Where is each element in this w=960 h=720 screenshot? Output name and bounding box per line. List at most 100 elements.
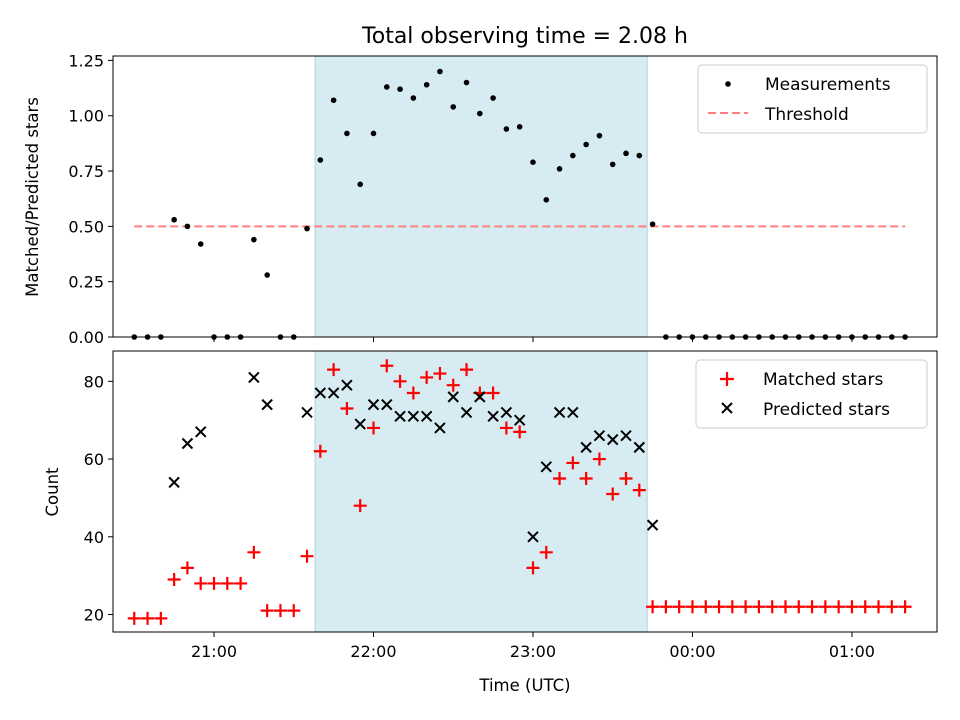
predicted-star-point — [474, 391, 486, 403]
legend-matched-label: Matched stars — [763, 370, 883, 390]
matched-star-point — [513, 425, 527, 439]
predicted-star-point — [593, 430, 606, 442]
matched-star-point — [220, 576, 234, 590]
count-x-ticks: 21:00 22:00 23:00 00:00 01:00 — [191, 632, 875, 661]
measurement-point — [570, 152, 576, 159]
matched-star-point — [725, 600, 739, 614]
legend-predicted-marker — [721, 402, 733, 414]
matched-star-point — [420, 370, 434, 384]
predicted-star-point — [195, 426, 207, 438]
measurement-point — [530, 159, 536, 166]
matched-star-point — [234, 576, 248, 590]
measurement-point — [251, 236, 257, 243]
predicted-star-point — [567, 406, 579, 419]
matched-star-point — [898, 600, 912, 614]
matched-star-point — [592, 452, 606, 466]
predicted-star-point — [301, 406, 313, 419]
y-tick-label: 1.00 — [68, 107, 104, 126]
count-y-axis-label: Count — [43, 467, 62, 517]
matched-star-point — [526, 561, 540, 575]
predicted-star-point — [540, 461, 552, 473]
measurement-point — [330, 97, 337, 104]
predicted-star-point — [434, 422, 446, 434]
y-tick-label: 0.50 — [68, 217, 104, 236]
matched-star-point — [739, 600, 753, 614]
matched-star-point — [818, 600, 832, 614]
legend-measurements-label: Measurements — [765, 75, 891, 95]
predicted-star-point — [460, 406, 473, 419]
y-tick-label: 40 — [84, 528, 104, 547]
matched-star-point — [260, 604, 274, 618]
predicted-star-point — [527, 531, 539, 543]
matched-star-point — [247, 545, 261, 559]
measurement-point — [410, 95, 417, 101]
matched-star-point — [446, 378, 460, 392]
count-y-ticks: 20 40 60 80 — [84, 372, 113, 625]
measurement-point — [636, 152, 643, 159]
matched-star-point — [792, 600, 806, 614]
chart-title: Total observing time = 2.08 h — [361, 24, 688, 49]
y-tick-label: 0.75 — [68, 162, 104, 181]
matched-star-point — [433, 367, 447, 381]
predicted-star-point — [500, 406, 513, 419]
matched-star-point — [393, 374, 407, 388]
matched-star-point — [353, 499, 367, 513]
matched-star-point — [632, 483, 646, 497]
matched-star-point — [141, 611, 155, 625]
matched-star-point — [366, 421, 380, 435]
count-panel: 20 40 60 80 21:00 22:00 23:00 00:00 01:00 Count… — [43, 350, 938, 695]
x-tick-label: 22:00 — [350, 642, 396, 661]
predicted-star-point — [367, 398, 380, 411]
matched-star-point — [832, 600, 846, 614]
measurement-point — [344, 130, 350, 137]
predicted-star-point — [447, 391, 459, 403]
matched-star-point — [287, 604, 301, 618]
predicted-star-point — [381, 398, 393, 411]
measurement-point — [357, 181, 364, 188]
ratio-panel: 0.00 0.25 0.50 0.75 1.00 1.25 Total observing… — [23, 24, 938, 347]
predicted-star-point — [261, 398, 273, 411]
matched-star-point — [672, 600, 686, 614]
predicted-star-point — [407, 410, 420, 423]
matched-star-point — [646, 600, 660, 614]
predicted-star-point — [354, 418, 366, 430]
matched-star-point — [380, 359, 394, 373]
matched-star-point — [752, 600, 766, 614]
count-legend: Matched stars Predicted stars — [695, 359, 928, 429]
predicted-star-point — [327, 387, 340, 399]
measurement-point — [304, 225, 310, 232]
y-tick-label: 0.00 — [68, 328, 104, 347]
ratio-y-ticks: 0.00 0.25 0.50 0.75 1.00 1.25 — [68, 51, 113, 347]
measurement-point — [503, 126, 510, 132]
matched-star-point — [313, 444, 327, 458]
y-tick-label: 1.25 — [68, 51, 104, 70]
measurement-point — [197, 241, 204, 247]
predicted-star-point — [181, 437, 194, 450]
matched-star-point — [858, 600, 872, 614]
x-tick-label: 21:00 — [191, 642, 237, 661]
matched-star-point — [845, 600, 859, 614]
measurement-point — [649, 221, 656, 227]
predicted-star-point — [513, 414, 526, 426]
matched-star-point — [340, 402, 354, 416]
x-tick-label: 00:00 — [669, 642, 715, 661]
matched-star-point — [805, 600, 819, 614]
y-tick-label: 80 — [84, 372, 104, 391]
ratio-legend: Measurements Threshold — [697, 64, 928, 134]
matched-star-point — [712, 600, 726, 614]
count-axes-frame — [112, 350, 938, 633]
x-tick-label: 01:00 — [829, 642, 875, 661]
observing-window-shade — [314, 55, 648, 338]
count-marks — [127, 359, 912, 625]
legend-predicted-label: Predicted stars — [763, 400, 890, 420]
predicted-star-point — [646, 519, 659, 531]
matched-star-point — [167, 573, 181, 587]
predicted-star-point — [633, 441, 646, 454]
matched-star-point — [180, 561, 194, 575]
legend-threshold-label: Threshold — [764, 105, 849, 125]
matched-star-point — [486, 386, 500, 400]
matched-star-point — [327, 363, 341, 377]
legend-measurements-marker — [725, 81, 731, 87]
predicted-star-point — [394, 410, 406, 423]
predicted-star-point — [607, 433, 619, 446]
